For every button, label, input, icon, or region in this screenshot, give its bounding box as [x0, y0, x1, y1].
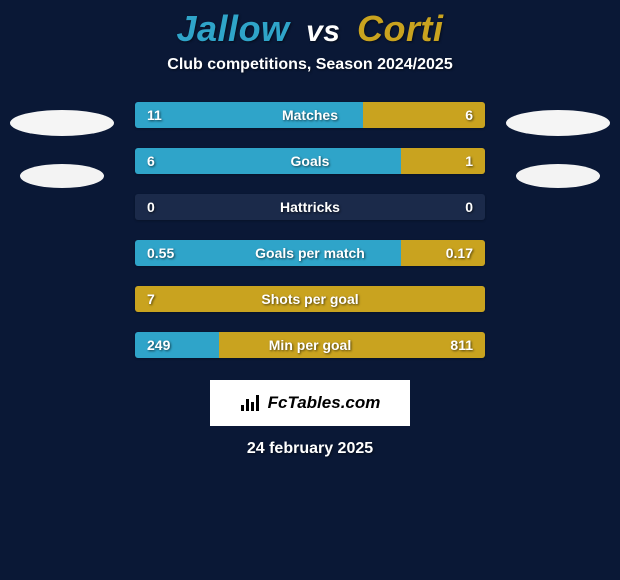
vs-label: vs [306, 15, 340, 48]
stat-seg-left [135, 240, 401, 266]
stat-row: 7Shots per goal [135, 286, 485, 312]
brand-badge: FcTables.com [210, 380, 410, 426]
stat-bars: 11Matches6 6Goals1 0 Hattricks 0 0.55Goals pe… [135, 102, 485, 358]
stat-left-value: 0 [147, 199, 155, 215]
stat-row: 249Min per goal811 [135, 332, 485, 358]
snapshot-date: 24 february 2025 [0, 440, 620, 458]
player2-name: Corti [357, 8, 444, 49]
stat-seg-left [135, 332, 219, 358]
player1-avatar-col [7, 102, 117, 188]
stat-row: 0 Hattricks 0 [135, 194, 485, 220]
stat-seg-right [135, 286, 485, 312]
stat-row: 11Matches6 [135, 102, 485, 128]
stat-seg-right [363, 102, 486, 128]
stat-row: 6Goals1 [135, 148, 485, 174]
stat-seg-right [401, 148, 485, 174]
player2-club-placeholder [516, 164, 600, 188]
stat-right-value: 0 [465, 199, 473, 215]
player2-photo-placeholder [506, 110, 610, 136]
player1-club-placeholder [20, 164, 104, 188]
player2-avatar-col [503, 102, 613, 188]
subtitle: Club competitions, Season 2024/2025 [0, 56, 620, 74]
stat-label: Hattricks [280, 199, 340, 215]
player1-photo-placeholder [10, 110, 114, 136]
stat-overlay: 0 Hattricks 0 [135, 194, 485, 220]
stat-row: 0.55Goals per match0.17 [135, 240, 485, 266]
page-title: Jallow vs Corti [0, 8, 620, 50]
comparison-panel: 11Matches6 6Goals1 0 Hattricks 0 0.55Goals pe… [0, 102, 620, 358]
player1-name: Jallow [177, 8, 290, 49]
stat-seg-left [135, 102, 363, 128]
stat-seg-right [401, 240, 485, 266]
bars-icon [240, 393, 262, 413]
brand-text: FcTables.com [268, 393, 381, 413]
stat-seg-right [219, 332, 485, 358]
stat-seg-left [135, 148, 401, 174]
